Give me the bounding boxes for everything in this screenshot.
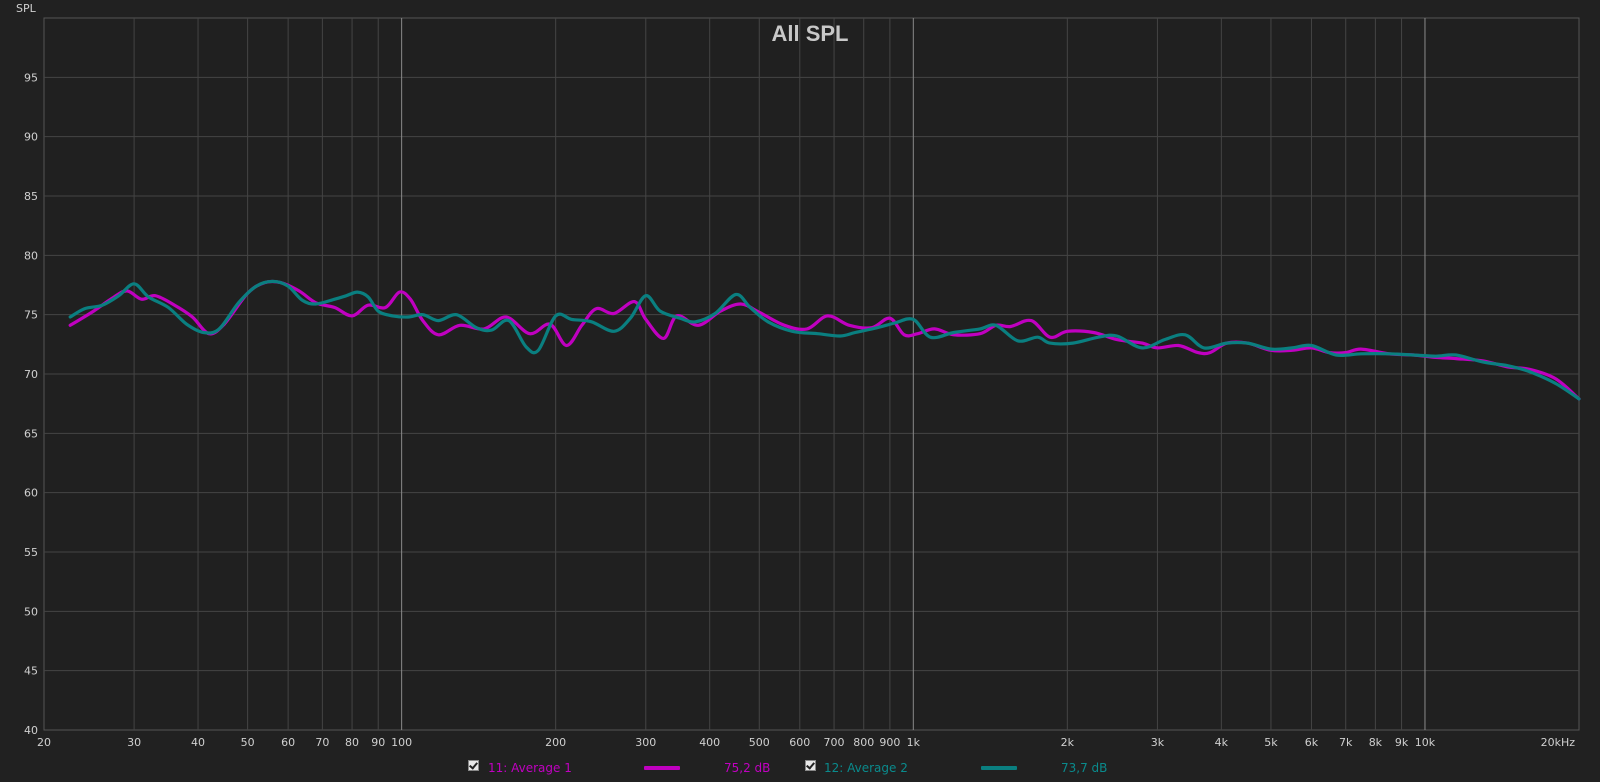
- y-tick-label: 85: [24, 190, 38, 203]
- series-2-label[interactable]: 12: Average 2: [824, 761, 908, 775]
- x-tick-label: 50: [241, 736, 255, 749]
- x-tick-label: 7k: [1339, 736, 1353, 749]
- x-tick-label: 400: [699, 736, 720, 749]
- series-line-2: [68, 279, 1581, 401]
- x-tick-label: 300: [635, 736, 656, 749]
- series-1-swatch: [644, 766, 680, 770]
- x-tick-label: 4k: [1215, 736, 1229, 749]
- x-tick-label: 9k: [1395, 736, 1409, 749]
- x-tick-label: 70: [315, 736, 329, 749]
- y-tick-label: 75: [24, 309, 38, 322]
- series-2-level: 73,7 dB: [1061, 761, 1108, 775]
- series-2-checkbox[interactable]: [805, 760, 816, 771]
- chart-title: All SPL: [771, 21, 848, 46]
- x-tick-label: 40: [191, 736, 205, 749]
- x-tick-label: 60: [281, 736, 295, 749]
- y-tick-label: 50: [24, 605, 38, 618]
- x-tick-label: 3k: [1151, 736, 1165, 749]
- x-tick-label: 80: [345, 736, 359, 749]
- x-tick-label: 100: [391, 736, 412, 749]
- x-tick-label: 6k: [1305, 736, 1319, 749]
- x-tick-label: 10k: [1415, 736, 1436, 749]
- y-tick-label: 95: [24, 71, 38, 84]
- x-tick-label: 700: [824, 736, 845, 749]
- tick-labels: 40 45 50 55 60 65 70 75 80 85 90 95 20 30 40 50 60 70 80 90…: [24, 71, 1575, 749]
- x-tick-label: 900: [879, 736, 900, 749]
- x-tick-label: 2k: [1061, 736, 1075, 749]
- series-1-level: 75,2 dB: [724, 761, 771, 775]
- x-tick-label: 20: [37, 736, 51, 749]
- grid-lines: [44, 18, 1579, 730]
- x-tick-label: 90: [371, 736, 385, 749]
- x-tick-label: 8k: [1369, 736, 1383, 749]
- x-tick-label: 500: [749, 736, 770, 749]
- y-tick-label: 90: [24, 131, 38, 144]
- x-tick-label: 5k: [1264, 736, 1278, 749]
- series-1-label[interactable]: 11: Average 1: [488, 761, 572, 775]
- series-1-checkbox[interactable]: [468, 760, 479, 771]
- y-tick-label: 55: [24, 546, 38, 559]
- x-tick-label: 1k: [907, 736, 921, 749]
- y-tick-label: 40: [24, 724, 38, 737]
- y-tick-label: 45: [24, 665, 38, 678]
- data-series: [68, 279, 1581, 401]
- x-tick-label: 800: [853, 736, 874, 749]
- x-tick-label: 600: [789, 736, 810, 749]
- series-2-swatch: [981, 766, 1017, 770]
- series-line-1: [68, 279, 1581, 401]
- y-tick-label: 70: [24, 368, 38, 381]
- x-tick-label: 20kHz: [1541, 736, 1576, 749]
- y-tick-label: 80: [24, 249, 38, 262]
- x-tick-label: 30: [127, 736, 141, 749]
- x-tick-label: 200: [545, 736, 566, 749]
- y-tick-label: 60: [24, 487, 38, 500]
- y-axis-label: SPL: [16, 2, 37, 15]
- y-tick-label: 65: [24, 427, 38, 440]
